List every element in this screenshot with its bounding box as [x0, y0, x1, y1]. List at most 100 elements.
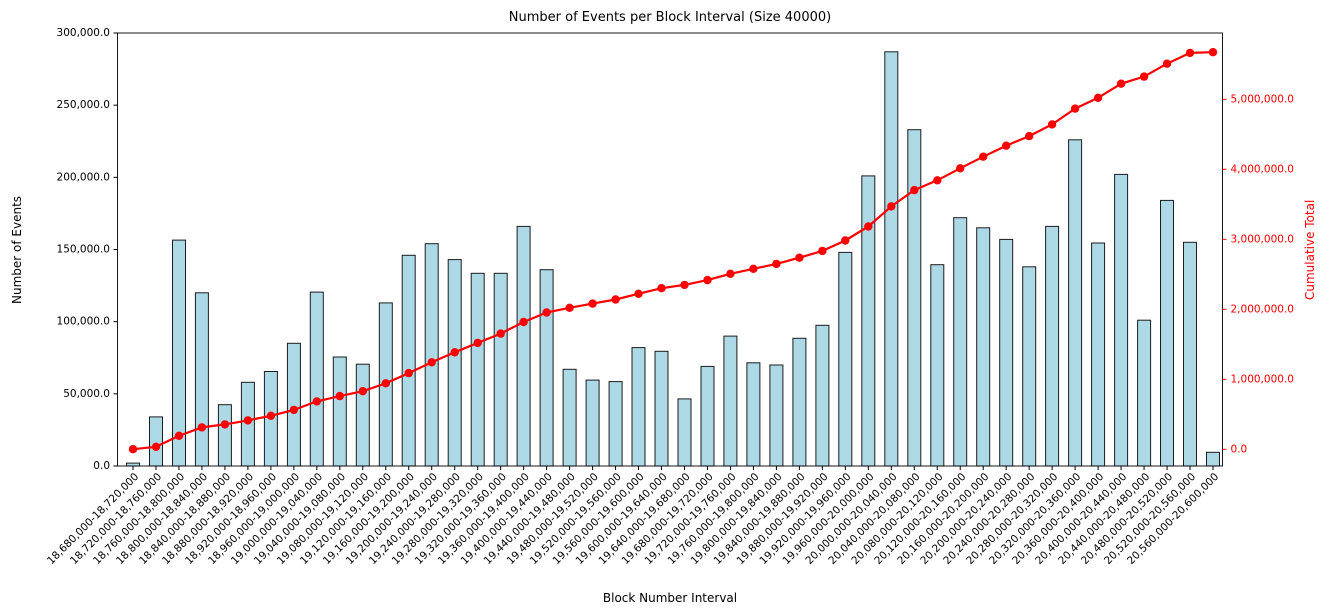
- bar: [815, 324, 830, 467]
- cumulative-point: [726, 269, 735, 278]
- cumulative-point: [427, 358, 436, 367]
- bar: [585, 379, 600, 467]
- cumulative-point: [588, 299, 597, 308]
- cumulative-point: [519, 317, 528, 327]
- cumulative-point: [404, 368, 413, 378]
- cumulative-point: [818, 246, 827, 256]
- cumulative-point: [174, 431, 184, 440]
- left-axis-tick-label: 300,000.0: [57, 27, 110, 39]
- cumulative-point: [381, 379, 390, 388]
- cumulative-point: [680, 280, 689, 290]
- bar: [149, 416, 163, 467]
- bar: [1137, 319, 1152, 467]
- left-axis-tick-label: 250,000.0: [57, 99, 110, 111]
- cumulative-point: [312, 397, 321, 406]
- cumulative-point: [634, 289, 643, 298]
- right-axis-tick-label: 1,000,000.0: [1231, 373, 1294, 385]
- cumulative-point: [151, 442, 161, 451]
- cumulative-point: [795, 253, 804, 262]
- bar: [930, 264, 945, 467]
- bar: [1160, 199, 1174, 467]
- right-axis-tick-label: 0.0: [1231, 443, 1248, 455]
- right-axis-tick-label: 5,000,000.0: [1231, 93, 1294, 105]
- bar: [1183, 241, 1197, 467]
- bar: [424, 243, 439, 467]
- cumulative-point: [266, 411, 276, 420]
- right-axis-tick-label: 3,000,000.0: [1231, 233, 1294, 245]
- bar: [608, 381, 623, 467]
- x-axis-label: Block Number Interval: [602, 591, 738, 605]
- bar: [355, 363, 370, 467]
- cumulative-point: [197, 423, 207, 432]
- bar: [976, 227, 991, 467]
- bar: [332, 356, 347, 467]
- cumulative-point: [1025, 131, 1034, 141]
- bar: [769, 364, 784, 467]
- cumulative-point: [1185, 48, 1195, 58]
- bar: [838, 251, 853, 467]
- bar: [217, 404, 232, 467]
- left-axis-tick-label: 200,000.0: [57, 171, 110, 183]
- cumulative-point: [910, 185, 919, 195]
- right-axis-tick-label: 4,000,000.0: [1231, 163, 1294, 175]
- left-axis-tick-label: 0.0: [93, 460, 110, 472]
- cumulative-point: [1208, 48, 1218, 57]
- cumulative-point: [473, 338, 482, 348]
- bar: [1068, 139, 1083, 467]
- bar: [884, 51, 899, 467]
- bar: [1091, 242, 1106, 467]
- cumulative-point: [542, 308, 551, 317]
- cumulative-point: [956, 164, 965, 173]
- bar: [953, 217, 968, 467]
- bar: [493, 272, 508, 467]
- cumulative-point: [1093, 93, 1103, 103]
- cumulative-point: [450, 348, 459, 357]
- cumulative-point: [841, 236, 850, 245]
- bar: [1114, 173, 1129, 467]
- bar: [792, 337, 807, 467]
- cumulative-point: [749, 264, 758, 273]
- cumulative-point: [1002, 141, 1011, 150]
- bar: [654, 350, 669, 467]
- bar: [447, 259, 462, 467]
- bar: [1022, 266, 1037, 467]
- right-axis-tick-label: 2,000,000.0: [1231, 303, 1294, 315]
- bar: [700, 365, 715, 467]
- bar: [194, 292, 209, 467]
- cumulative-point: [611, 295, 620, 304]
- cumulative-point: [1116, 79, 1126, 88]
- cumulative-point: [933, 176, 942, 185]
- bar: [907, 129, 922, 467]
- bar: [401, 254, 416, 467]
- bar: [539, 269, 554, 467]
- cumulative-point: [772, 259, 781, 269]
- bar: [516, 225, 531, 467]
- chart-title: Number of Events per Block Interval (Siz…: [508, 10, 832, 25]
- bar: [999, 238, 1014, 467]
- cumulative-point: [335, 391, 344, 401]
- cumulative-point: [220, 420, 230, 429]
- bar: [861, 175, 876, 467]
- cumulative-point: [289, 405, 299, 415]
- cumulative-point: [128, 445, 138, 454]
- cumulative-point: [243, 416, 253, 425]
- left-axis-tick-label: 150,000.0: [57, 244, 110, 256]
- cumulative-point: [864, 222, 873, 231]
- bar: [631, 347, 646, 467]
- bar: [562, 368, 577, 467]
- bar: [746, 362, 761, 467]
- cumulative-point: [496, 329, 505, 338]
- left-axis-tick-label: 50,000.0: [63, 388, 110, 400]
- bar: [309, 291, 324, 467]
- left-axis-tick-label: 100,000.0: [57, 316, 110, 328]
- cumulative-point: [979, 152, 988, 161]
- cumulative-point: [1070, 104, 1080, 113]
- bar: [723, 335, 738, 467]
- bar: [286, 342, 301, 467]
- cumulative-point: [358, 387, 367, 396]
- cumulative-point: [657, 284, 666, 293]
- cumulative-point: [1139, 72, 1149, 81]
- bar: [677, 398, 692, 467]
